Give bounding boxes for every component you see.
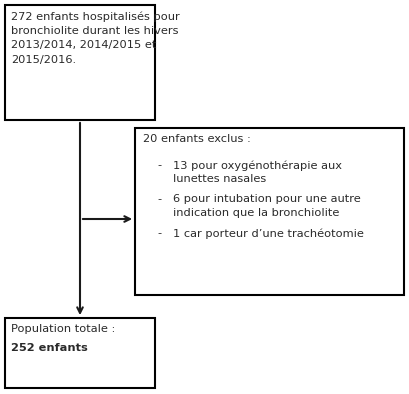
Bar	[135, 128, 404, 295]
Text: 1 car porteur d’une trachéotomie: 1 car porteur d’une trachéotomie	[173, 228, 364, 238]
Text: -: -	[157, 228, 161, 238]
Text: 20 enfants exclus :: 20 enfants exclus :	[143, 134, 251, 144]
Text: Population totale :: Population totale :	[11, 324, 115, 334]
Text: 252 enfants: 252 enfants	[11, 343, 88, 353]
Text: indication que la bronchiolite: indication que la bronchiolite	[173, 208, 339, 218]
Text: -: -	[157, 160, 161, 170]
Text: 6 pour intubation pour une autre: 6 pour intubation pour une autre	[173, 194, 361, 204]
Text: -: -	[157, 194, 161, 204]
Text: 272 enfants hospitalisés pour
bronchiolite durant les hivers
2013/2014, 2014/201: 272 enfants hospitalisés pour bronchioli…	[11, 11, 180, 65]
Text: lunettes nasales: lunettes nasales	[173, 174, 266, 184]
Text: 13 pour oxygénothérapie aux: 13 pour oxygénothérapie aux	[173, 160, 342, 171]
Bar	[5, 318, 155, 388]
Bar	[5, 5, 155, 120]
